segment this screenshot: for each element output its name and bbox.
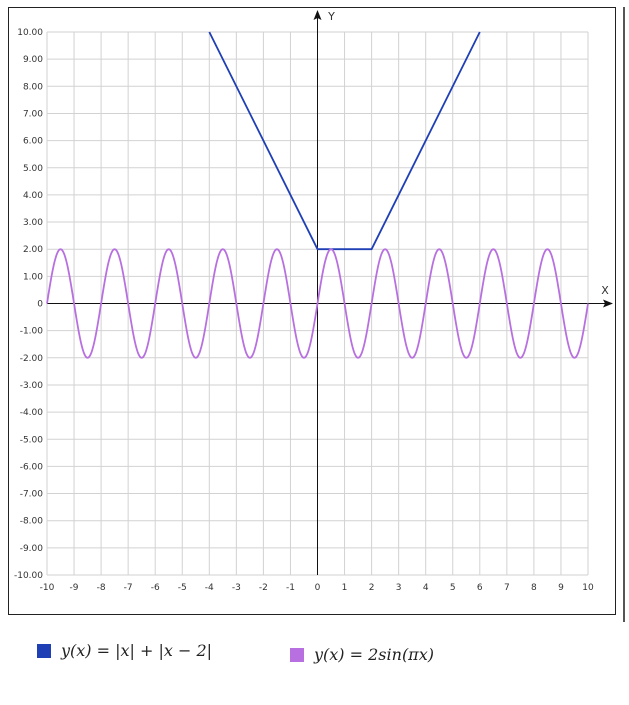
axes — [47, 10, 613, 575]
y-tick-label: 10.00 — [17, 28, 43, 38]
legend-label-abs: y(x) = |x| + |x − 2| — [61, 641, 213, 660]
y-tick-label: 1.00 — [23, 272, 43, 282]
x-tick-label: -6 — [151, 583, 160, 593]
x-tick-label: -8 — [97, 583, 106, 593]
y-tick-label: -2.00 — [20, 354, 44, 364]
y-tick-label: 4.00 — [23, 191, 43, 201]
y-tick-label: 8.00 — [23, 82, 43, 92]
x-tick-label: -1 — [286, 583, 295, 593]
x-tick-label: -5 — [178, 583, 187, 593]
y-tick-label: -8.00 — [20, 517, 44, 527]
x-tick-label: 3 — [396, 583, 402, 593]
x-tick-label: 10 — [582, 583, 594, 593]
y-axis-title: Y — [327, 10, 335, 23]
y-tick-label: 6.00 — [23, 137, 43, 147]
y-tick-label: -6.00 — [20, 462, 44, 472]
x-tick-label: 9 — [558, 583, 564, 593]
tick-labels: XY-10 -9 -8 -7 -6 -5 -4 -3 -2 -1 0 1 2 3 4 5 6 7 8 9 1010.00… — [14, 10, 609, 593]
x-axis-title: X — [601, 284, 609, 297]
x-tick-label: -7 — [124, 583, 133, 593]
y-tick-label: -1.00 — [20, 327, 44, 337]
y-tick-label: 0 — [37, 300, 43, 310]
y-tick-label: 5.00 — [23, 164, 43, 174]
plot-frame — [8, 7, 616, 615]
x-tick-label: -10 — [40, 583, 55, 593]
y-tick-label: 2.00 — [23, 245, 43, 255]
y-tick-label: -3.00 — [20, 381, 44, 391]
x-tick-label: 8 — [531, 583, 537, 593]
x-tick-label: -9 — [70, 583, 79, 593]
y-tick-label: 7.00 — [23, 109, 43, 119]
legend-swatch-sin — [290, 647, 304, 662]
legend-item-abs: y(x) = |x| + |x − 2| — [37, 641, 212, 660]
chart-plot: XY-10 -9 -8 -7 -6 -5 -4 -3 -2 -1 0 1 2 3 4 5 6 7 8 9 1010.00… — [14, 10, 613, 593]
y-tick-label: -7.00 — [20, 490, 44, 500]
frame-shadow — [623, 7, 625, 622]
y-tick-label: -4.00 — [20, 408, 44, 418]
y-axis-arrow — [313, 10, 322, 20]
series-line-abs — [208, 31, 481, 251]
x-tick-label: 6 — [477, 583, 483, 593]
x-tick-label: 1 — [342, 583, 348, 593]
y-tick-label: -9.00 — [20, 544, 44, 554]
legend-swatch-abs — [37, 643, 51, 658]
x-tick-label: 0 — [315, 583, 321, 593]
legend-item-sin: y(x) = 2sin(πx) — [290, 645, 434, 664]
x-axis-arrow — [603, 299, 613, 308]
y-tick-label: 3.00 — [23, 218, 43, 228]
series-lines — [46, 31, 589, 359]
y-tick-label: 9.00 — [23, 55, 43, 65]
y-tick-label: -5.00 — [20, 435, 44, 445]
x-tick-label: 7 — [504, 583, 510, 593]
x-tick-label: -2 — [259, 583, 268, 593]
y-tick-label: -10.00 — [14, 571, 43, 581]
x-tick-label: -4 — [205, 583, 214, 593]
legend-label-sin: y(x) = 2sin(πx) — [314, 645, 434, 664]
x-tick-label: 4 — [423, 583, 429, 593]
x-tick-label: 5 — [450, 583, 456, 593]
x-tick-label: -3 — [232, 583, 241, 593]
series-line-sin — [46, 248, 589, 359]
x-tick-label: 2 — [369, 583, 375, 593]
